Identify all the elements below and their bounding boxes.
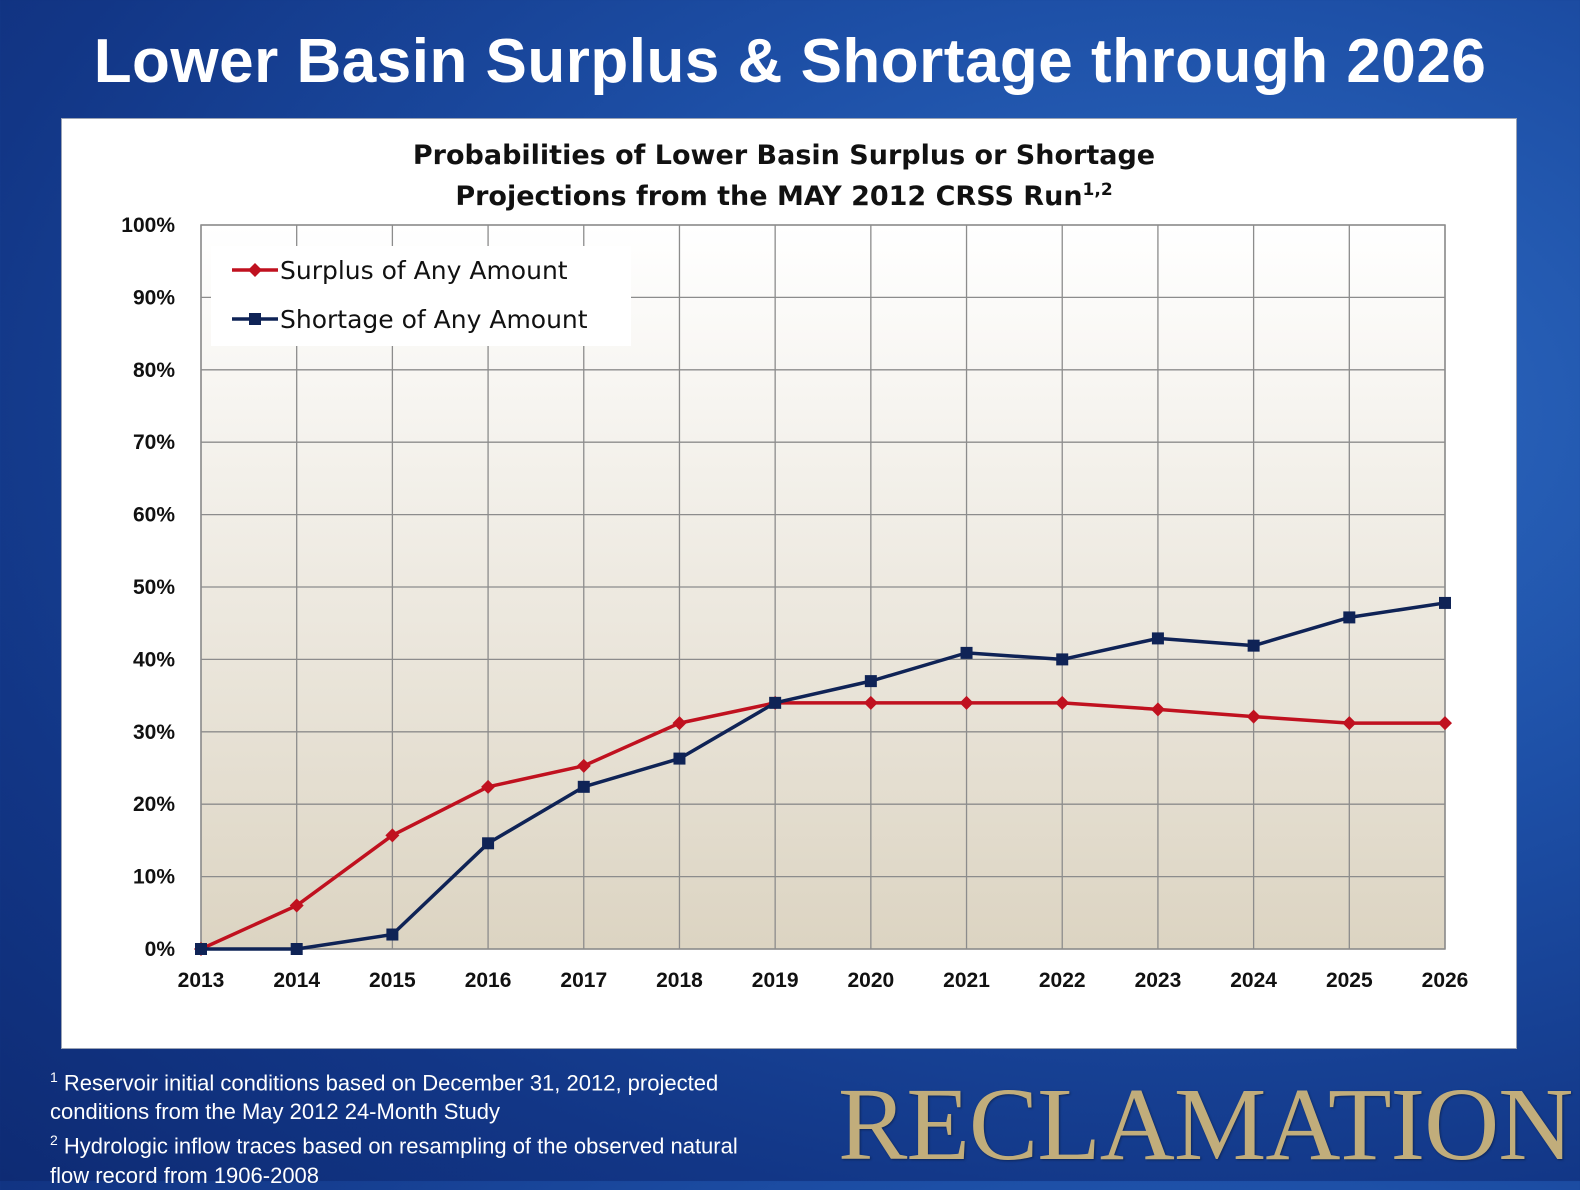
y-tick-label: 20% — [133, 793, 175, 816]
x-tick-label: 2018 — [656, 969, 703, 992]
legend: Surplus of Any Amount Shortage of Any Amo… — [211, 246, 631, 346]
x-tick-label: 2016 — [465, 969, 512, 992]
shortage-legend-marker — [249, 313, 261, 325]
y-tick-label: 90% — [133, 286, 175, 309]
surplus-point — [1055, 695, 1070, 710]
shortage-point — [1343, 611, 1356, 624]
y-tick-label: 30% — [133, 721, 175, 744]
axes-tick-labels: 0% 10% 20% 30% 40% 50% 60% 70% 80% 90% 100% 2013 201… — [121, 214, 1468, 992]
chart-title: Probabilities of Lower Basin Surplus or … — [413, 140, 1155, 171]
shortage-series-line — [201, 601, 1446, 951]
chart-panel: Probabilities of Lower Basin Surplus or … — [61, 118, 1517, 1049]
shortage-point — [1439, 596, 1451, 609]
y-tick-label: 100% — [121, 214, 175, 237]
surplus-series-line — [200, 701, 1445, 951]
y-tick-label: 10% — [133, 866, 175, 889]
x-tick-label: 2023 — [1135, 969, 1182, 992]
chart-subtitle-text: Projections from the MAY 2012 CRSS Run — [455, 181, 1082, 212]
surplus-point — [1438, 716, 1452, 731]
shortage-point — [1247, 639, 1260, 652]
surplus-legend-label: Surplus of Any Amount — [280, 256, 568, 285]
x-tick-label: 2026 — [1422, 969, 1469, 992]
y-tick-label: 0% — [145, 938, 176, 961]
surplus-point — [1150, 702, 1165, 717]
surplus-point — [672, 716, 687, 731]
x-tick-label: 2020 — [847, 969, 894, 992]
surplus-point — [385, 828, 400, 843]
footnote-1-text-1: Reservoir initial conditions based on De… — [63, 1070, 719, 1096]
footnotes: 1 Reservoir initial conditions based on … — [50, 1063, 830, 1190]
x-tick-label: 2021 — [943, 969, 990, 992]
y-tick-label: 80% — [133, 359, 175, 382]
shortage-point — [960, 646, 973, 659]
chart-subtitle-superscript: 1,2 — [1083, 180, 1113, 200]
surplus-legend-marker — [248, 263, 262, 277]
shortage-point — [290, 943, 303, 955]
shortage-point — [1056, 653, 1069, 666]
legend-box — [211, 246, 631, 346]
x-tick-label: 2025 — [1326, 969, 1373, 992]
shortage-point — [769, 696, 782, 709]
surplus-point — [576, 758, 591, 773]
x-tick-label: 2022 — [1039, 969, 1086, 992]
footnote-2-text-2: flow record from 1906-2008 — [50, 1162, 320, 1188]
y-tick-label: 70% — [133, 431, 175, 454]
footnote-1-line-1: 1 Reservoir initial conditions based on … — [50, 1063, 830, 1097]
y-tick-label: 40% — [133, 648, 175, 671]
x-tick-label: 2019 — [752, 969, 799, 992]
surplus-point — [1246, 709, 1261, 724]
reclamation-logo: RECLAMATION — [838, 1067, 1573, 1182]
line-chart: Probabilities of Lower Basin Surplus or … — [121, 140, 1468, 992]
x-tick-label: 2024 — [1230, 969, 1277, 992]
shortage-point — [195, 943, 207, 955]
surplus-point — [1342, 716, 1357, 731]
footnote-1-mark: 1 — [50, 1069, 58, 1085]
shortage-point — [864, 675, 877, 688]
y-tick-label: 50% — [133, 576, 175, 599]
footnote-2-mark: 2 — [50, 1132, 58, 1149]
y-tick-label: 60% — [133, 504, 175, 527]
slide-title: Lower Basin Surplus & Shortage through 2… — [93, 27, 1487, 96]
surplus-point — [481, 779, 496, 794]
series-layer — [194, 596, 1452, 956]
footnote-2-text-1: Hydrologic inflow traces based on resamp… — [63, 1133, 738, 1159]
footnote-2-line-1: 2 Hydrologic inflow traces based on resa… — [50, 1126, 830, 1160]
shortage-point — [482, 837, 495, 850]
x-tick-label: 2017 — [560, 969, 607, 992]
surplus-point — [863, 695, 878, 710]
shortage-point — [1151, 632, 1164, 645]
footnote-1-text-2: conditions from the May 2012 24-Month St… — [50, 1099, 501, 1125]
shortage-point — [386, 928, 399, 941]
shortage-legend-label: Shortage of Any Amount — [280, 305, 588, 334]
x-tick-label: 2015 — [369, 969, 416, 992]
surplus-point — [289, 898, 304, 913]
shortage-point — [673, 752, 686, 765]
chart-subtitle: Projections from the MAY 2012 CRSS Run1,… — [455, 180, 1112, 212]
surplus-point — [959, 695, 974, 710]
x-tick-label: 2014 — [273, 969, 320, 992]
shortage-point — [577, 780, 590, 793]
x-tick-label: 2013 — [178, 969, 225, 992]
